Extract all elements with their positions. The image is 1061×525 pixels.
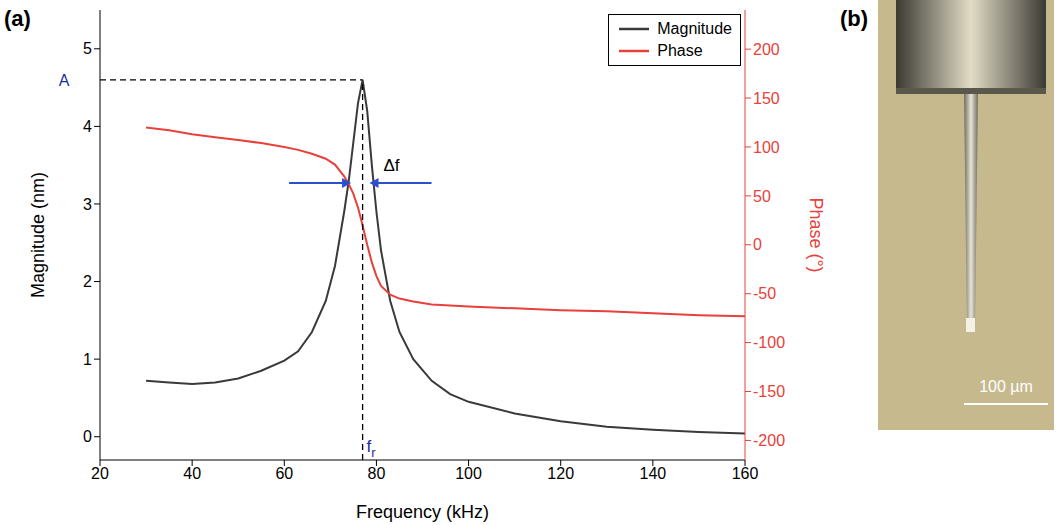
svg-text:120: 120 bbox=[547, 465, 574, 482]
svg-text:-100: -100 bbox=[753, 334, 785, 351]
svg-text:160: 160 bbox=[732, 465, 759, 482]
html-text:Phase: Phase bbox=[657, 42, 703, 59]
svg-text:Phase (°): Phase (°) bbox=[806, 197, 826, 272]
svg-text:2: 2 bbox=[83, 273, 92, 290]
svg-text:40: 40 bbox=[183, 465, 201, 482]
svg-text:4: 4 bbox=[83, 118, 92, 135]
svg-text:150: 150 bbox=[753, 90, 780, 107]
svg-text:80: 80 bbox=[368, 465, 386, 482]
svg-text:200: 200 bbox=[753, 41, 780, 58]
svg-text:100 µm: 100 µm bbox=[979, 378, 1033, 395]
svg-text:1: 1 bbox=[83, 351, 92, 368]
svg-text:-150: -150 bbox=[753, 383, 785, 400]
svg-text:Magnitude (nm): Magnitude (nm) bbox=[28, 172, 48, 298]
svg-text:-50: -50 bbox=[753, 285, 776, 302]
svg-text:0: 0 bbox=[83, 428, 92, 445]
html-text:Magnitude: Magnitude bbox=[657, 20, 732, 37]
svg-text:100: 100 bbox=[455, 465, 482, 482]
svg-text:Frequency (kHz): Frequency (kHz) bbox=[356, 502, 489, 522]
svg-text:60: 60 bbox=[275, 465, 293, 482]
svg-text:Δf: Δf bbox=[384, 156, 400, 175]
svg-text:50: 50 bbox=[753, 188, 771, 205]
html-text:(a): (a) bbox=[4, 6, 31, 31]
svg-text:100: 100 bbox=[753, 139, 780, 156]
svg-text:-200: -200 bbox=[753, 432, 785, 449]
svg-text:140: 140 bbox=[640, 465, 667, 482]
svg-text:20: 20 bbox=[91, 465, 109, 482]
svg-text:A: A bbox=[59, 72, 70, 89]
svg-text:fr: fr bbox=[367, 437, 377, 460]
svg-text:3: 3 bbox=[83, 196, 92, 213]
svg-text:0: 0 bbox=[753, 236, 762, 253]
svg-text:5: 5 bbox=[83, 40, 92, 57]
html-text:(b): (b) bbox=[840, 6, 869, 31]
